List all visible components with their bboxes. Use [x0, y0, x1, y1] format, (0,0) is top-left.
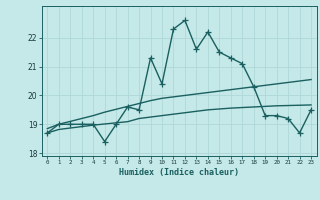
X-axis label: Humidex (Indice chaleur): Humidex (Indice chaleur): [119, 168, 239, 177]
